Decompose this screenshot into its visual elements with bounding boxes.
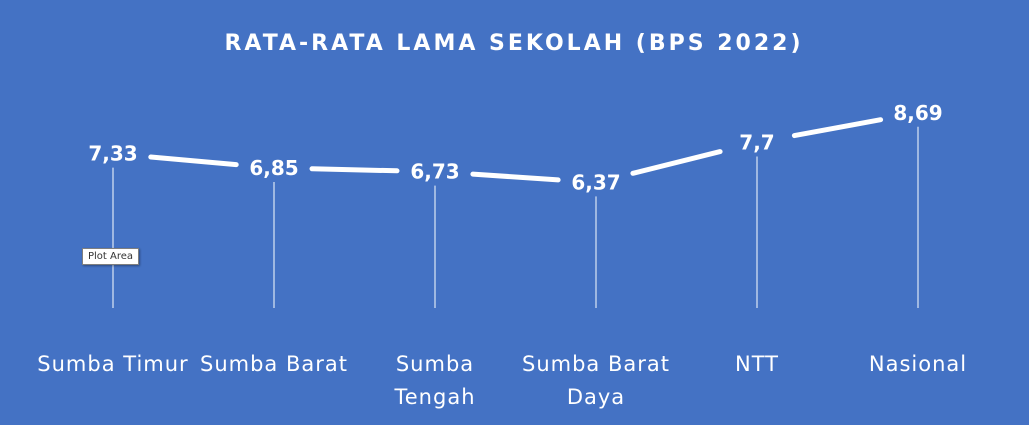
category-label-line: Sumba Timur	[37, 352, 188, 376]
category-label: Sumba Timur	[37, 352, 188, 376]
drop-lines	[112, 126, 919, 308]
data-label: 6,73	[410, 160, 459, 184]
category-label: Nasional	[869, 352, 967, 376]
category-labels: Sumba Timur Sumba Barat Sumba Tengah Sumba B…	[37, 352, 967, 409]
category-label-line: Daya	[567, 385, 625, 409]
data-label: 6,85	[249, 156, 298, 180]
plot-area-tooltip: Plot Area	[82, 248, 140, 265]
category-label: Sumba Tengah	[394, 352, 476, 409]
category-label-line: Tengah	[394, 385, 476, 409]
data-label: 6,37	[571, 170, 620, 194]
category-label-line: Sumba Barat	[200, 352, 348, 376]
data-label: 7,7	[739, 131, 774, 155]
category-label: NTT	[735, 352, 779, 376]
data-label: 7,33	[88, 142, 137, 166]
data-labels: 7,33 6,85 6,73 6,37 7,7 8,69	[88, 101, 942, 195]
category-label: Sumba Barat	[200, 352, 348, 376]
category-label-line: Sumba	[396, 352, 474, 376]
category-label: Sumba Barat Daya	[522, 352, 670, 409]
category-label-line: Sumba Barat	[522, 352, 670, 376]
category-label-line: Nasional	[869, 352, 967, 376]
chart-title: RATA-RATA LAMA SEKOLAH (BPS 2022)	[224, 31, 803, 56]
category-label-line: NTT	[735, 352, 779, 376]
data-label: 8,69	[893, 101, 942, 125]
series-line	[148, 117, 884, 183]
